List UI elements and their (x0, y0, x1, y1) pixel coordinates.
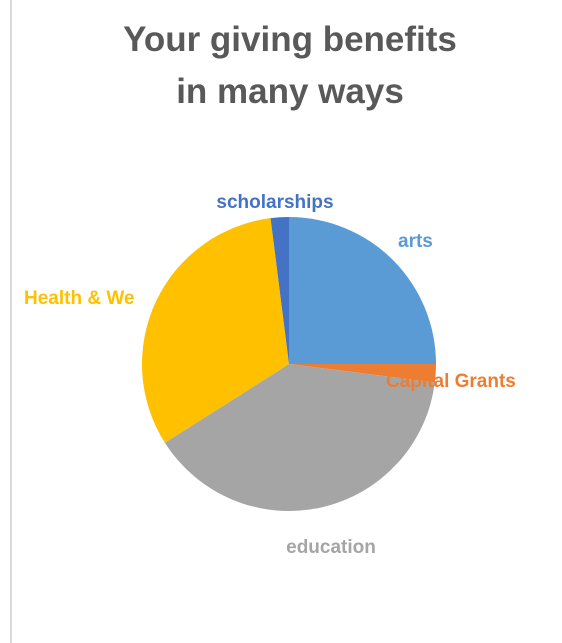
chart-title: Your giving benefits in many ways (123, 20, 457, 111)
pie-label-capital-grants: Capital Grants (386, 371, 516, 392)
pie-slice-health-wellness (141, 218, 289, 443)
pie-slice-education (164, 364, 435, 512)
pie-slices (141, 217, 436, 512)
pie-label-arts: arts (398, 231, 433, 252)
pie-slice-arts (289, 217, 436, 364)
pie-slice-scholarships (270, 217, 289, 364)
pie-labels: arts Capital Grants education Health & We sc… (24, 192, 516, 558)
pie-label-health-wellness: Health & We (24, 288, 135, 309)
pie-label-education: education (286, 537, 376, 558)
pie-slice-capital-grants (289, 364, 436, 383)
pie-label-scholarships: scholarships (216, 192, 333, 213)
left-border-line (10, 0, 12, 643)
